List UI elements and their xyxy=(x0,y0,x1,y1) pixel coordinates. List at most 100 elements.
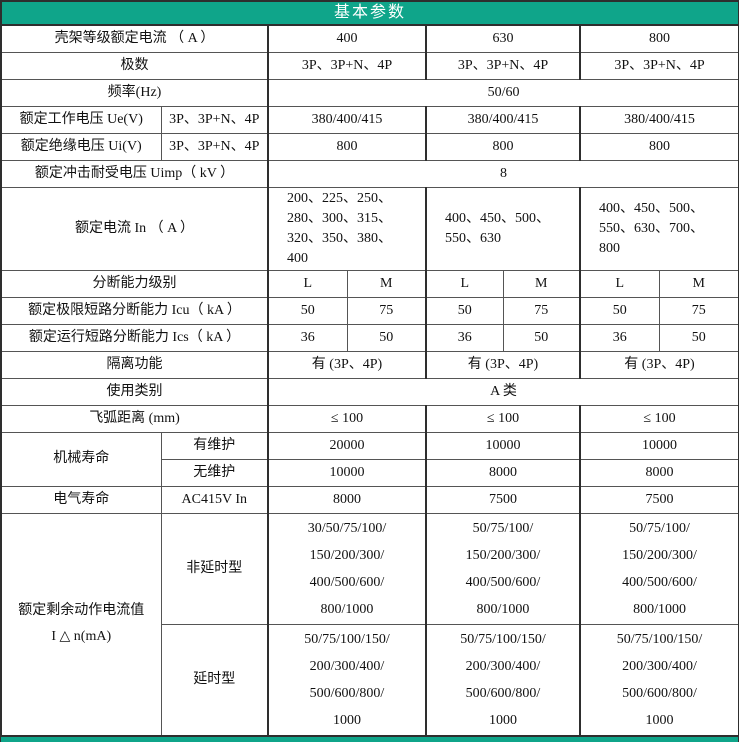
ui-value-3: 800 xyxy=(578,132,739,161)
row-category: 使用类别 A 类 xyxy=(0,377,739,406)
row-residual-delay: 延时型 50/75/100/150/ 200/300/400/ 500/600/… xyxy=(1,623,739,736)
uimp-label: 额定冲击耐受电压 Uimp（ kV ） xyxy=(0,159,269,188)
ui-sublabel: 3P、3P+N、4P xyxy=(160,132,269,161)
icu-2L: 50 xyxy=(425,296,504,325)
electrical-life-2: 7500 xyxy=(425,485,581,514)
row-frequency: 频率(Hz) 50/60 xyxy=(0,78,739,107)
row-icu: 额定极限短路分断能力 Icu（ kA ） 50 75 50 75 50 75 xyxy=(0,296,739,325)
row-mech-life-maintained: 机械寿命 有维护 20000 10000 10000 xyxy=(0,431,739,487)
row-electrical-life: 电气寿命 AC415V In 8000 7500 7500 xyxy=(0,485,739,514)
frequency-label: 频率(Hz) xyxy=(0,78,269,107)
breaking-class-3L: L xyxy=(579,269,660,298)
ics-label: 额定运行短路分断能力 Ics（ kA ） xyxy=(0,323,269,352)
mech-maintained-2: 10000 xyxy=(425,431,581,460)
ue-label: 额定工作电压 Ue(V) xyxy=(0,105,162,134)
row-residual-nondelay: 额定剩余动作电流值 I △ n(mA) 非延时型 30/50/75/100/ 1… xyxy=(0,512,739,736)
residual-nondelay-3: 50/75/100/ 150/200/300/ 400/500/600/ 800… xyxy=(578,512,739,625)
arc-distance-value-3: ≤ 100 xyxy=(578,404,739,433)
icu-3M: 75 xyxy=(658,296,739,325)
isolation-value-1: 有 (3P、4P) xyxy=(267,350,427,379)
breaking-class-1M: M xyxy=(346,269,427,298)
mech-maintained-3: 10000 xyxy=(578,431,739,460)
row-ui: 额定绝缘电压 Ui(V) 3P、3P+N、4P 800 800 800 xyxy=(0,132,739,161)
category-label: 使用类别 xyxy=(0,377,269,406)
frame-current-value-1: 400 xyxy=(267,24,427,53)
residual-delay-1: 50/75/100/150/ 200/300/400/ 500/600/800/… xyxy=(267,623,427,736)
mech-life-sub-unmaintained: 无维护 xyxy=(160,458,269,487)
row-rated-current: 额定电流 In （ A ） 200、225、250、 280、300、315、 … xyxy=(0,186,739,271)
ue-value-2: 380/400/415 xyxy=(425,105,581,134)
arc-distance-value-2: ≤ 100 xyxy=(425,404,581,433)
icu-1L: 50 xyxy=(267,296,348,325)
breaking-class-2M: M xyxy=(502,269,581,298)
frequency-value: 50/60 xyxy=(266,78,739,107)
electrical-life-3: 7500 xyxy=(578,485,739,514)
residual-nondelay-label: 非延时型 xyxy=(160,512,269,625)
ics-1L: 36 xyxy=(267,323,348,352)
mech-unmaintained-2: 8000 xyxy=(425,458,581,487)
ue-value-3: 380/400/415 xyxy=(578,105,739,134)
next-section-header-edge xyxy=(0,736,739,742)
ue-sublabel: 3P、3P+N、4P xyxy=(160,105,269,134)
uimp-value: 8 xyxy=(266,159,739,188)
row-ics: 额定运行短路分断能力 Ics（ kA ） 36 50 36 50 36 50 xyxy=(0,323,739,352)
icu-2M: 75 xyxy=(502,296,581,325)
electrical-life-1: 8000 xyxy=(267,485,427,514)
breaking-class-2L: L xyxy=(425,269,504,298)
poles-value-2: 3P、3P+N、4P xyxy=(425,51,581,80)
row-mech-life-unmaintained: 无维护 10000 8000 8000 xyxy=(1,458,739,487)
isolation-label: 隔离功能 xyxy=(0,350,269,379)
ui-label: 额定绝缘电压 Ui(V) xyxy=(0,132,162,161)
rated-current-value-2: 400、450、500、 550、630 xyxy=(425,186,581,271)
poles-value-3: 3P、3P+N、4P xyxy=(578,51,739,80)
rated-current-label: 额定电流 In （ A ） xyxy=(0,186,269,271)
breaking-class-3M: M xyxy=(658,269,739,298)
row-uimp: 额定冲击耐受电压 Uimp（ kV ） 8 xyxy=(0,159,739,188)
residual-delay-label: 延时型 xyxy=(160,623,269,736)
icu-3L: 50 xyxy=(579,296,660,325)
poles-label: 极数 xyxy=(0,51,269,80)
isolation-value-3: 有 (3P、4P) xyxy=(578,350,739,379)
ics-3L: 36 xyxy=(579,323,660,352)
row-isolation: 隔离功能 有 (3P、4P) 有 (3P、4P) 有 (3P、4P) xyxy=(0,350,739,379)
row-arc-distance: 飞弧距离 (mm) ≤ 100 ≤ 100 ≤ 100 xyxy=(0,404,739,433)
frame-current-label: 壳架等级额定电流 （ A ） xyxy=(0,24,269,53)
poles-value-1: 3P、3P+N、4P xyxy=(267,51,427,80)
residual-delay-3: 50/75/100/150/ 200/300/400/ 500/600/800/… xyxy=(578,623,739,736)
icu-label: 额定极限短路分断能力 Icu（ kA ） xyxy=(0,296,269,325)
table-title-row: 基本参数 xyxy=(0,0,739,26)
residual-nondelay-2: 50/75/100/ 150/200/300/ 400/500/600/ 800… xyxy=(425,512,581,625)
electrical-life-label: 电气寿命 xyxy=(0,485,162,514)
electrical-life-sublabel: AC415V In xyxy=(160,485,269,514)
isolation-value-2: 有 (3P、4P) xyxy=(425,350,581,379)
ics-3M: 50 xyxy=(658,323,739,352)
frame-current-value-3: 800 xyxy=(578,24,739,53)
ics-1M: 50 xyxy=(346,323,427,352)
ui-value-2: 800 xyxy=(425,132,581,161)
frame-current-value-2: 630 xyxy=(425,24,581,53)
rated-current-value-3: 400、450、500、 550、630、700、 800 xyxy=(578,186,739,271)
breaking-class-1L: L xyxy=(267,269,348,298)
ui-value-1: 800 xyxy=(267,132,427,161)
ue-value-1: 380/400/415 xyxy=(267,105,427,134)
row-frame-current: 壳架等级额定电流 （ A ） 400 630 800 xyxy=(0,24,739,53)
arc-distance-value-1: ≤ 100 xyxy=(267,404,427,433)
row-ue: 额定工作电压 Ue(V) 3P、3P+N、4P 380/400/415 380/… xyxy=(0,105,739,134)
mech-maintained-1: 20000 xyxy=(267,431,427,460)
row-poles: 极数 3P、3P+N、4P 3P、3P+N、4P 3P、3P+N、4P xyxy=(0,51,739,80)
rated-current-value-1: 200、225、250、 280、300、315、 320、350、380、 4… xyxy=(267,186,427,271)
ics-2L: 36 xyxy=(425,323,504,352)
category-value: A 类 xyxy=(266,377,739,406)
mech-unmaintained-1: 10000 xyxy=(267,458,427,487)
mech-life-sub-maintained: 有维护 xyxy=(160,431,269,460)
mech-life-label: 机械寿命 xyxy=(0,431,162,487)
mech-unmaintained-3: 8000 xyxy=(578,458,739,487)
section-title: 基本参数 xyxy=(0,0,739,26)
residual-current-label: 额定剩余动作电流值 I △ n(mA) xyxy=(0,512,162,736)
ics-2M: 50 xyxy=(502,323,581,352)
icu-1M: 75 xyxy=(346,296,427,325)
residual-nondelay-1: 30/50/75/100/ 150/200/300/ 400/500/600/ … xyxy=(267,512,427,625)
arc-distance-label: 飞弧距离 (mm) xyxy=(0,404,269,433)
